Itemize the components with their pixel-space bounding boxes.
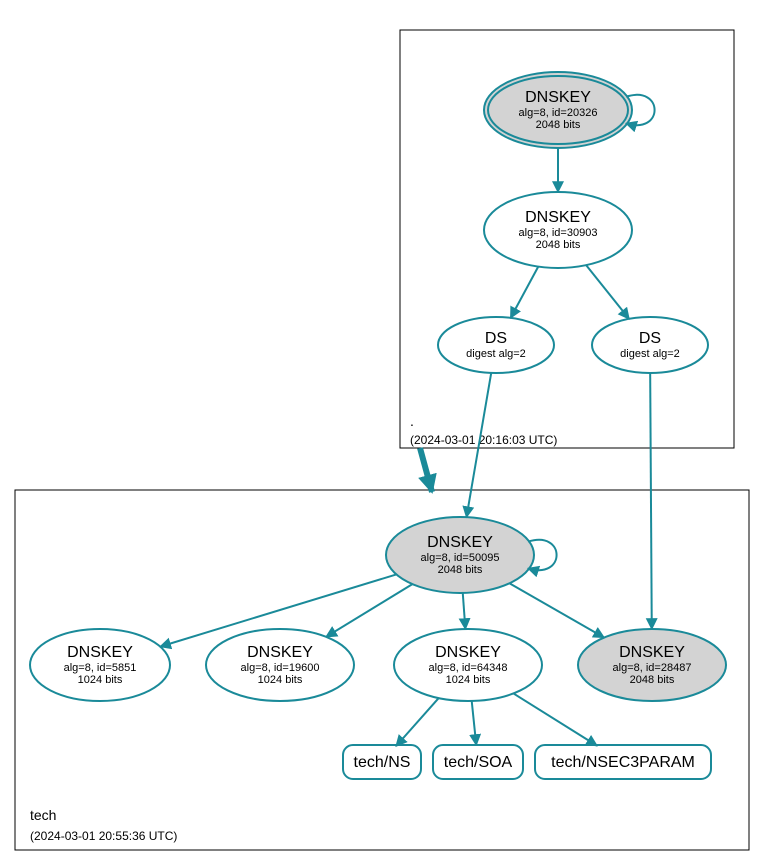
node-tech_key_a-line3: 1024 bits (78, 674, 123, 686)
node-root_key2-line3: 2048 bits (536, 239, 581, 251)
node-tech_key_d: DNSKEYalg=8, id=284872048 bits (578, 629, 726, 701)
node-tech_key_b-line3: 1024 bits (258, 674, 303, 686)
node-root_key2-title: DNSKEY (525, 209, 591, 226)
node-tech_key_b: DNSKEYalg=8, id=196001024 bits (206, 629, 354, 701)
node-tech_key_a-line2: alg=8, id=5851 (64, 662, 137, 674)
zone-label-root: . (410, 413, 414, 429)
edge-tech_key_top-tech_key_c (463, 593, 466, 629)
edge-root_key2-ds1 (511, 267, 539, 318)
node-tech_key_top-title: DNSKEY (427, 534, 493, 551)
node-tech_ns-label: tech/NS (354, 754, 411, 771)
node-tech_key_c-line3: 1024 bits (446, 674, 491, 686)
node-tech_key_top: DNSKEYalg=8, id=500952048 bits (386, 517, 534, 593)
node-ds1: DSdigest alg=2 (438, 317, 554, 373)
node-tech_key_c: DNSKEYalg=8, id=643481024 bits (394, 629, 542, 701)
dnssec-diagram: . (2024-03-01 20:16:03 UTC) tech (2024-03-0… (0, 0, 764, 865)
node-tech_soa-label: tech/SOA (444, 754, 513, 771)
zone-label-tech: tech (30, 807, 56, 823)
node-tech_key_a-title: DNSKEY (67, 644, 133, 661)
node-root_key1-line2: alg=8, id=20326 (519, 107, 598, 119)
node-tech_nsec-label: tech/NSEC3PARAM (551, 754, 695, 771)
edge-tech_key_top-tech_key_d (509, 583, 604, 637)
node-tech_key_b-line2: alg=8, id=19600 (241, 662, 320, 674)
node-ds2-title: DS (639, 330, 661, 347)
node-ds2: DSdigest alg=2 (592, 317, 708, 373)
delegation-arrow (420, 448, 432, 492)
edge-tech_key_c-tech_ns (396, 698, 439, 746)
node-ds2-line2: digest alg=2 (620, 348, 680, 360)
node-root_key1-line3: 2048 bits (536, 119, 581, 131)
zone-timestamp-tech: (2024-03-01 20:55:36 UTC) (30, 829, 177, 843)
node-tech_key_top-line3: 2048 bits (438, 564, 483, 576)
edge-root_key2-ds2 (586, 265, 629, 319)
zone-timestamp-root: (2024-03-01 20:16:03 UTC) (410, 433, 557, 447)
node-tech_key_d-line2: alg=8, id=28487 (613, 662, 692, 674)
edge-tech_key_c-tech_soa (472, 701, 477, 745)
node-root_key1-title: DNSKEY (525, 89, 591, 106)
node-ds1-title: DS (485, 330, 507, 347)
node-root_key2: DNSKEYalg=8, id=309032048 bits (484, 192, 632, 268)
node-tech_key_d-title: DNSKEY (619, 644, 685, 661)
node-root_key1: DNSKEYalg=8, id=203262048 bits (484, 72, 632, 148)
edge-ds2-tech_key_d (650, 373, 652, 629)
node-tech_soa: tech/SOA (433, 745, 523, 779)
node-tech_key_c-title: DNSKEY (435, 644, 501, 661)
node-tech_key_a: DNSKEYalg=8, id=58511024 bits (30, 629, 170, 701)
node-tech_ns: tech/NS (343, 745, 421, 779)
edge-tech_key_c-tech_nsec (513, 693, 597, 745)
node-root_key2-line2: alg=8, id=30903 (519, 227, 598, 239)
node-ds1-line2: digest alg=2 (466, 348, 526, 360)
node-tech_key_c-line2: alg=8, id=64348 (429, 662, 508, 674)
node-tech_key_b-title: DNSKEY (247, 644, 313, 661)
node-tech_key_d-line3: 2048 bits (630, 674, 675, 686)
node-tech_nsec: tech/NSEC3PARAM (535, 745, 711, 779)
node-tech_key_top-line2: alg=8, id=50095 (421, 552, 500, 564)
